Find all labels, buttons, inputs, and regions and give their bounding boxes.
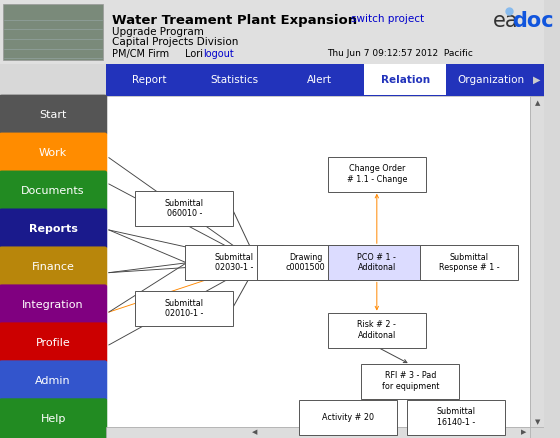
Text: Alert: Alert (307, 75, 332, 85)
FancyBboxPatch shape (106, 64, 544, 96)
Text: ea: ea (493, 11, 519, 31)
FancyBboxPatch shape (0, 133, 108, 173)
FancyBboxPatch shape (361, 364, 459, 399)
Text: Submittal
02030-1 -: Submittal 02030-1 - (215, 253, 254, 272)
FancyBboxPatch shape (0, 170, 108, 212)
Text: Report: Report (132, 75, 166, 85)
Text: Capital Projects Division: Capital Projects Division (111, 37, 238, 47)
Text: Finance: Finance (32, 262, 74, 272)
Text: Activity # 20: Activity # 20 (321, 413, 374, 422)
Text: Submittal
02010-1 -: Submittal 02010-1 - (165, 299, 204, 318)
Text: Submittal
16140-1 -: Submittal 16140-1 - (437, 407, 476, 427)
Text: Reports: Reports (29, 224, 77, 234)
Text: Start: Start (39, 110, 67, 120)
FancyBboxPatch shape (0, 322, 108, 364)
FancyBboxPatch shape (136, 191, 233, 226)
FancyBboxPatch shape (0, 360, 108, 401)
FancyBboxPatch shape (136, 291, 233, 326)
FancyBboxPatch shape (328, 245, 426, 280)
Text: RFI # 3 - Pad
for equipment: RFI # 3 - Pad for equipment (381, 371, 439, 391)
FancyBboxPatch shape (364, 64, 446, 95)
Text: ◀: ◀ (252, 430, 257, 435)
FancyBboxPatch shape (328, 157, 426, 192)
Text: doc: doc (512, 11, 553, 31)
Text: Work: Work (39, 148, 67, 158)
FancyBboxPatch shape (106, 427, 530, 438)
Text: Integration: Integration (22, 300, 84, 310)
Text: ▲: ▲ (535, 100, 540, 106)
FancyBboxPatch shape (328, 313, 426, 348)
FancyBboxPatch shape (185, 245, 283, 280)
Text: Thu Jun 7 09:12:57 2012  Pacific: Thu Jun 7 09:12:57 2012 Pacific (326, 49, 473, 58)
Text: ▼: ▼ (535, 419, 540, 425)
Text: Documents: Documents (21, 186, 85, 196)
FancyBboxPatch shape (0, 284, 108, 325)
Text: PM/CM Firm: PM/CM Firm (111, 49, 169, 59)
Text: logout: logout (204, 49, 235, 59)
Text: Change Order
# 1.1 - Change: Change Order # 1.1 - Change (347, 164, 407, 184)
Text: Submittal
060010 -: Submittal 060010 - (165, 199, 204, 218)
Text: Help: Help (40, 414, 66, 424)
Text: switch project: switch project (351, 14, 424, 24)
Text: Admin: Admin (35, 376, 71, 386)
Text: PCO # 1 -
Additonal: PCO # 1 - Additonal (357, 253, 396, 272)
FancyBboxPatch shape (0, 398, 108, 438)
FancyBboxPatch shape (3, 4, 104, 60)
FancyBboxPatch shape (0, 95, 108, 136)
FancyBboxPatch shape (420, 245, 518, 280)
Text: Submittal
Response # 1 -: Submittal Response # 1 - (438, 253, 499, 272)
Text: Upgrade Program: Upgrade Program (111, 27, 203, 37)
FancyBboxPatch shape (530, 96, 544, 427)
FancyBboxPatch shape (0, 247, 108, 287)
FancyBboxPatch shape (298, 399, 396, 434)
Text: Profile: Profile (36, 338, 71, 348)
Text: Drawing
c0001500: Drawing c0001500 (286, 253, 325, 272)
FancyBboxPatch shape (0, 0, 544, 64)
Text: ▶: ▶ (520, 430, 526, 435)
Text: Lori: Lori (185, 49, 203, 59)
Text: Risk # 2 -
Additonal: Risk # 2 - Additonal (357, 321, 396, 340)
Text: Water Treament Plant Expansion: Water Treament Plant Expansion (111, 14, 357, 27)
Text: Relation: Relation (381, 75, 430, 85)
FancyBboxPatch shape (106, 96, 530, 427)
FancyBboxPatch shape (256, 245, 354, 280)
Text: Statistics: Statistics (211, 75, 258, 85)
Text: ▶: ▶ (533, 75, 540, 85)
FancyBboxPatch shape (407, 399, 505, 434)
FancyBboxPatch shape (0, 208, 108, 250)
Text: Organization: Organization (457, 75, 524, 85)
